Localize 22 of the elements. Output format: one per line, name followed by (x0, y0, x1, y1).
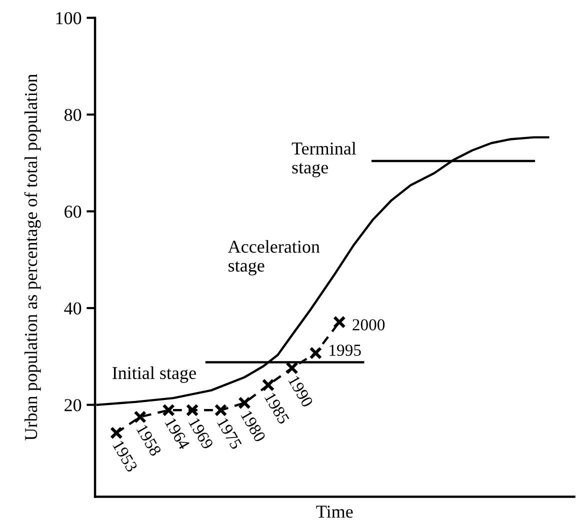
point (134, 410, 147, 424)
point (214, 404, 228, 417)
y-axis-title: Urban population as percentage of total population (24, 74, 41, 440)
point (309, 346, 322, 360)
y-tick-label: 20 (64, 399, 82, 412)
point (262, 378, 275, 392)
point (186, 404, 199, 417)
point (333, 316, 346, 328)
annotation: 1995 (330, 344, 361, 356)
x-axis-title: Time (316, 506, 353, 518)
annotation: Terminal stage (292, 142, 356, 178)
y-tick-label: 100 (56, 12, 82, 24)
annotation: 2000 (352, 319, 385, 330)
point (238, 396, 251, 410)
y-tick-label: 60 (64, 206, 82, 218)
annotation: Initial stage (112, 366, 196, 383)
y-tick-label: 80 (64, 108, 82, 122)
point (110, 426, 123, 440)
y-tick-label: 40 (64, 302, 82, 315)
annotation: Acceleration stage (228, 240, 320, 276)
point (286, 362, 298, 374)
point (162, 404, 175, 417)
